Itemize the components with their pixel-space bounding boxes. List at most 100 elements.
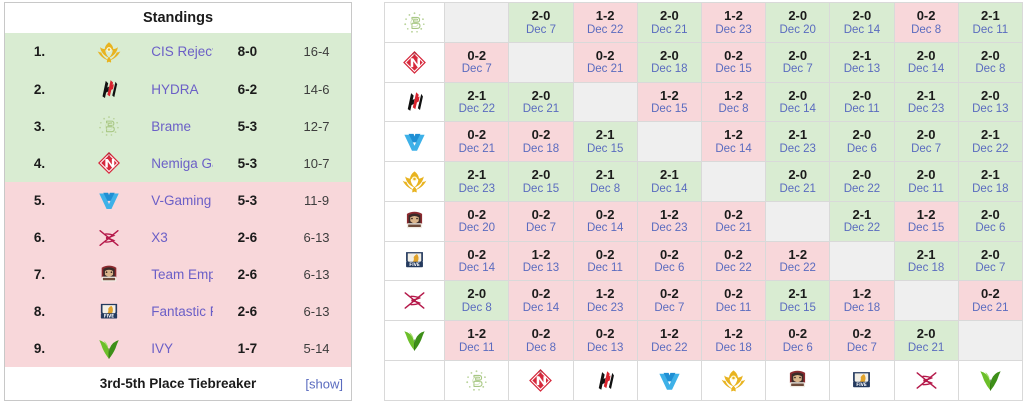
tiebreaker-show-link[interactable]: [show] <box>305 376 343 392</box>
crosstable-result-cell[interactable]: 2-0 Dec 7 <box>893 121 959 162</box>
crosstable-result-cell[interactable]: 1-2 Dec 22 <box>765 240 831 282</box>
crosstable-result-cell[interactable]: 1-2 Dec 18 <box>700 320 767 361</box>
crosstable-row-header[interactable] <box>383 161 446 202</box>
team-name-link[interactable]: HYDRA <box>143 70 213 108</box>
crosstable-column-header[interactable]: FIVE <box>829 359 895 402</box>
crosstable-row-header[interactable] <box>383 280 446 321</box>
crosstable-result-cell[interactable]: 0-2 Dec 8 <box>508 320 574 361</box>
crosstable-result-cell[interactable]: 0-2 Dec 13 <box>572 320 638 361</box>
crosstable-result-cell[interactable]: 2-0 Dec 7 <box>508 2 574 43</box>
crosstable-result-cell[interactable]: 2-1 Dec 22 <box>444 81 510 123</box>
team-name-link[interactable]: V-Gaming <box>143 181 213 219</box>
crosstable-result-cell[interactable]: 0-2 Dec 7 <box>444 41 510 83</box>
crosstable-row-header[interactable]: FIVE <box>383 240 446 282</box>
crosstable-result-cell[interactable]: 2-1 Dec 23 <box>444 161 510 202</box>
crosstable-result-cell[interactable]: 0-2 Dec 6 <box>636 240 702 282</box>
crosstable-result-cell[interactable]: 0-2 Dec 18 <box>508 121 574 162</box>
crosstable-result-cell[interactable]: 2-1 Dec 13 <box>829 41 895 83</box>
crosstable-column-header[interactable] <box>700 359 767 402</box>
team-name-link[interactable]: CIS Rejects <box>143 33 213 71</box>
crosstable-result-cell[interactable]: 0-2 Dec 14 <box>444 240 510 282</box>
crosstable-column-header[interactable] <box>572 359 638 402</box>
crosstable-result-cell[interactable]: 2-0 Dec 7 <box>765 41 831 83</box>
team-name-link[interactable]: Fantastic Five <box>143 293 213 331</box>
crosstable-result-cell[interactable]: 0-2 Dec 21 <box>957 280 1024 321</box>
crosstable-row-header[interactable] <box>383 320 446 361</box>
crosstable-result-cell[interactable]: 1-2 Dec 22 <box>636 320 702 361</box>
team-name-link[interactable]: X3 <box>143 218 213 257</box>
crosstable-result-cell[interactable]: 1-2 Dec 23 <box>636 200 702 242</box>
crosstable-result-cell[interactable]: 2-1 Dec 22 <box>957 121 1024 162</box>
crosstable-result-cell[interactable]: 2-1 Dec 23 <box>765 121 831 162</box>
team-name-link[interactable]: Team Empire <box>143 256 213 294</box>
crosstable-result-cell[interactable]: 2-0 Dec 11 <box>829 81 895 123</box>
crosstable-column-header[interactable] <box>444 359 510 402</box>
crosstable-row-header[interactable] <box>383 121 446 162</box>
crosstable-result-cell[interactable]: 1-2 Dec 15 <box>636 81 702 123</box>
crosstable-result-cell[interactable]: 2-0 Dec 21 <box>765 161 831 202</box>
crosstable-result-cell[interactable]: 2-0 Dec 8 <box>444 280 510 321</box>
crosstable-result-cell[interactable]: 1-2 Dec 11 <box>444 320 510 361</box>
crosstable-result-cell[interactable]: 0-2 Dec 7 <box>508 200 574 242</box>
crosstable-result-cell[interactable]: 2-1 Dec 11 <box>957 2 1024 43</box>
crosstable-result-cell[interactable]: 2-0 Dec 14 <box>893 41 959 83</box>
crosstable-result-cell[interactable]: 2-0 Dec 13 <box>957 81 1024 123</box>
crosstable-result-cell[interactable]: 2-0 Dec 6 <box>829 121 895 162</box>
crosstable-result-cell[interactable]: 2-1 Dec 18 <box>957 161 1024 202</box>
team-name-link[interactable]: Nemiga Gaming <box>143 144 213 182</box>
crosstable-result-cell[interactable]: 0-2 Dec 21 <box>572 41 638 83</box>
crosstable-result-cell[interactable]: 0-2 Dec 6 <box>765 320 831 361</box>
crosstable-result-cell[interactable]: 2-1 Dec 14 <box>636 161 702 202</box>
crosstable-result-cell[interactable]: 2-0 Dec 15 <box>508 161 574 202</box>
crosstable-result-cell[interactable]: 2-1 Dec 18 <box>893 240 959 282</box>
crosstable-result-cell[interactable]: 2-0 Dec 8 <box>957 41 1024 83</box>
crosstable-result-cell[interactable]: 0-2 Dec 8 <box>893 2 959 43</box>
crosstable-result-cell[interactable]: 0-2 Dec 14 <box>508 280 574 321</box>
crosstable-result-cell[interactable]: 2-1 Dec 8 <box>572 161 638 202</box>
crosstable-result-cell[interactable]: 2-0 Dec 14 <box>765 81 831 123</box>
crosstable-result-cell[interactable]: 2-0 Dec 11 <box>893 161 959 202</box>
crosstable-result-cell[interactable]: 1-2 Dec 15 <box>893 200 959 242</box>
crosstable-result-cell[interactable]: 0-2 Dec 15 <box>700 41 767 83</box>
crosstable-row-header[interactable] <box>383 200 446 242</box>
crosstable-column-header[interactable] <box>765 359 831 402</box>
crosstable-result-cell[interactable]: 0-2 Dec 21 <box>700 200 767 242</box>
crosstable-result-cell[interactable]: 0-2 Dec 22 <box>700 240 767 282</box>
crosstable-result-cell[interactable]: 0-2 Dec 7 <box>829 320 895 361</box>
crosstable-result-cell[interactable]: 0-2 Dec 7 <box>636 280 702 321</box>
crosstable-result-cell[interactable]: 2-1 Dec 22 <box>829 200 895 242</box>
crosstable-result-cell[interactable]: 2-0 Dec 21 <box>636 2 702 43</box>
crosstable-column-header[interactable] <box>508 359 574 402</box>
crosstable-result-cell[interactable]: 2-0 Dec 18 <box>636 41 702 83</box>
crosstable-result-cell[interactable]: 0-2 Dec 20 <box>444 200 510 242</box>
crosstable-result-cell[interactable]: 1-2 Dec 18 <box>829 280 895 321</box>
crosstable-row-header[interactable] <box>383 2 446 43</box>
crosstable-result-cell[interactable]: 1-2 Dec 23 <box>700 2 767 43</box>
crosstable-result-cell[interactable]: 2-0 Dec 7 <box>957 240 1024 282</box>
crosstable-result-cell[interactable]: 2-0 Dec 22 <box>829 161 895 202</box>
crosstable-result-cell[interactable]: 2-0 Dec 14 <box>829 2 895 43</box>
crosstable-row-header[interactable] <box>383 41 446 83</box>
crosstable-result-cell[interactable]: 2-0 Dec 20 <box>765 2 831 43</box>
crosstable-result-cell[interactable]: 1-2 Dec 13 <box>508 240 574 282</box>
team-name-link[interactable]: Brame <box>143 107 213 145</box>
team-name-link[interactable]: IVY <box>143 330 213 368</box>
crosstable-column-header[interactable] <box>957 359 1024 402</box>
crosstable-result-cell[interactable]: 1-2 Dec 8 <box>700 81 767 123</box>
crosstable-column-header[interactable] <box>636 359 702 402</box>
crosstable-result-cell[interactable]: 2-0 Dec 21 <box>893 320 959 361</box>
crosstable-result-cell[interactable]: 2-1 Dec 23 <box>893 81 959 123</box>
crosstable-result-cell[interactable]: 0-2 Dec 11 <box>572 240 638 282</box>
crosstable-result-cell[interactable]: 1-2 Dec 14 <box>700 121 767 162</box>
crosstable-result-cell[interactable]: 2-0 Dec 21 <box>508 81 574 123</box>
crosstable-result-cell[interactable]: 1-2 Dec 22 <box>572 2 638 43</box>
crosstable-result-cell[interactable]: 1-2 Dec 23 <box>572 280 638 321</box>
crosstable-result-cell[interactable]: 0-2 Dec 11 <box>700 280 767 321</box>
crosstable-column-header[interactable] <box>893 359 959 402</box>
crosstable-result-cell[interactable]: 0-2 Dec 21 <box>444 121 510 162</box>
crosstable-row-header[interactable] <box>383 81 446 123</box>
crosstable-result-cell[interactable]: 2-1 Dec 15 <box>572 121 638 162</box>
crosstable-result-cell[interactable]: 2-1 Dec 15 <box>765 280 831 321</box>
crosstable-result-cell[interactable]: 2-0 Dec 6 <box>957 200 1024 242</box>
crosstable-result-cell[interactable]: 0-2 Dec 14 <box>572 200 638 242</box>
